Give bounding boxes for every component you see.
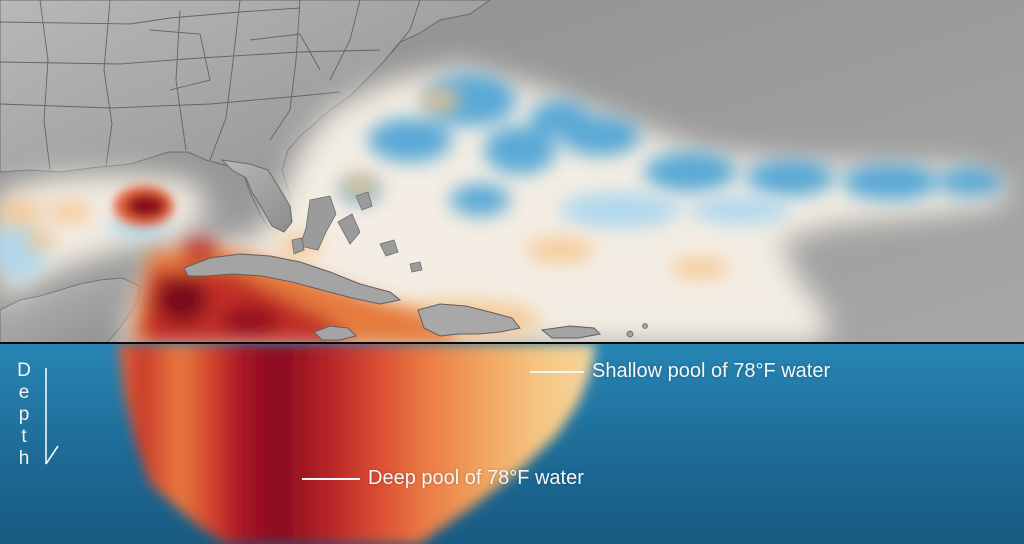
depth-letter: p: [18, 404, 30, 425]
warm-water-pool: [118, 344, 596, 544]
mexico-yucatan-land: [0, 277, 141, 344]
shallow-leader-line: [530, 370, 584, 373]
surface-divider-line: [0, 342, 1024, 345]
jamaica-land: [313, 325, 357, 341]
bahamas-islands: [291, 191, 423, 273]
depth-arrow-icon: [45, 368, 59, 465]
hispaniola-land: [417, 303, 521, 337]
deep-leader-line: [302, 477, 360, 480]
puerto-rico-land: [540, 325, 602, 339]
subsurface-cross-section: [0, 344, 1024, 544]
lesser-antilles: [626, 323, 648, 338]
deep-pool-label: Deep pool of 78°F water: [368, 467, 584, 489]
deep-pool-annotation: Deep pool of 78°F water: [302, 467, 584, 490]
shallow-pool-label: Shallow pool of 78°F water: [592, 360, 831, 382]
sst-anomaly-field: [0, 66, 1010, 344]
sea-surface-map: [0, 0, 1024, 344]
florida-land: [220, 159, 293, 233]
cuba-land: [183, 253, 402, 305]
shallow-pool-annotation: Shallow pool of 78°F water: [530, 360, 830, 383]
depth-axis-label: D e p t h: [12, 360, 36, 470]
state-borders: [0, 0, 421, 171]
depth-letter: e: [18, 382, 30, 403]
depth-letter: h: [18, 448, 30, 469]
depth-letter: D: [17, 360, 31, 381]
depth-letter: t: [21, 426, 27, 447]
